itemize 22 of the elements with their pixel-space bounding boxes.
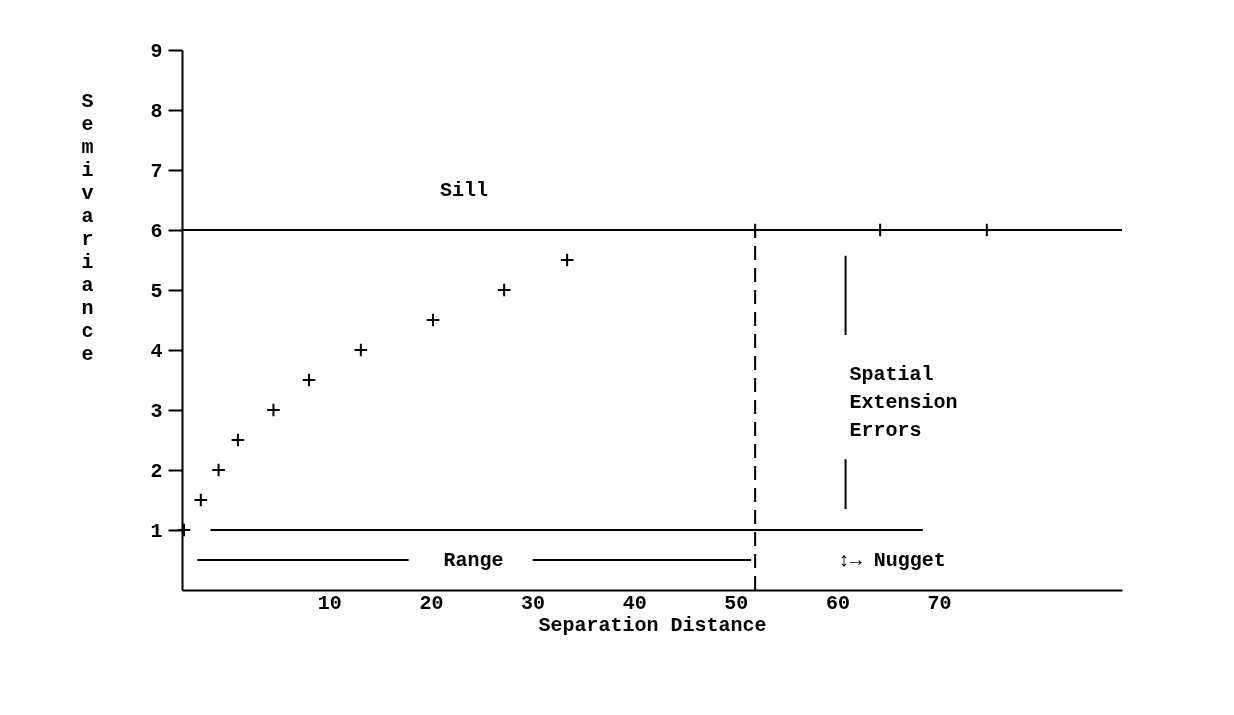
x-axis-title: Separation Distance — [538, 613, 767, 637]
y-tick-label: 3 — [150, 399, 163, 423]
x-tick-label: 50 — [724, 591, 749, 615]
y-tick-label: 1 — [150, 519, 163, 543]
y-tick-label: 4 — [150, 339, 163, 363]
annotation: Range — [443, 549, 504, 573]
y-tick-label: 2 — [150, 459, 163, 483]
x-tick-label: 60 — [825, 591, 850, 615]
x-tick-label: 10 — [317, 591, 342, 615]
annotation: Spatial Extension Errors — [849, 363, 958, 442]
y-tick-label: 5 — [150, 279, 163, 303]
annotation: ↕→ Nugget — [837, 549, 946, 573]
x-tick-label: 70 — [927, 591, 952, 615]
y-tick-label: 6 — [150, 219, 163, 243]
x-tick-label: 20 — [419, 591, 444, 615]
y-tick-label: 9 — [150, 39, 163, 63]
x-tick-label: 30 — [521, 591, 546, 615]
x-tick-label: 40 — [622, 591, 647, 615]
y-tick-label: 7 — [150, 159, 163, 183]
annotation: Sill — [439, 179, 489, 203]
y-tick-label: 8 — [150, 99, 163, 123]
text: Semivariance — [81, 89, 94, 366]
